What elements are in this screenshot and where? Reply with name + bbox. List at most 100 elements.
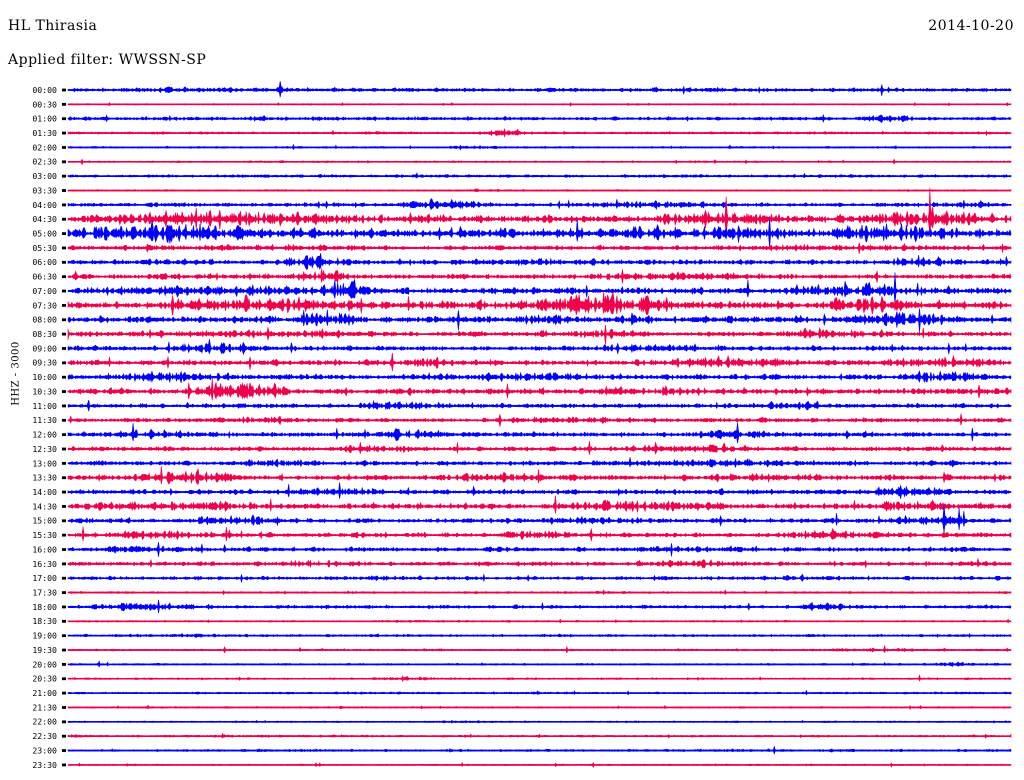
time-axis-tick <box>62 404 66 408</box>
time-axis-tick <box>62 289 66 293</box>
time-axis-tick <box>62 663 66 666</box>
time-axis-tick <box>62 576 66 580</box>
time-axis-label: 09:30 <box>32 358 57 368</box>
seismogram-trace <box>67 457 1012 469</box>
time-axis-tick <box>62 260 66 264</box>
time-axis-label: 11:30 <box>32 415 57 425</box>
time-axis-label: 15:30 <box>32 530 57 540</box>
time-axis-tick <box>62 160 66 164</box>
time-axis-label: 23:30 <box>32 760 57 770</box>
time-axis-tick <box>62 189 66 192</box>
time-axis-tick <box>62 275 66 279</box>
time-axis-tick <box>62 720 66 724</box>
time-axis-label: 14:30 <box>32 501 57 511</box>
time-axis-tick <box>62 318 66 322</box>
seismogram-trace <box>67 352 1012 372</box>
time-axis-label: 16:00 <box>32 544 57 554</box>
time-axis-tick <box>62 605 66 609</box>
time-axis-tick <box>62 734 66 738</box>
time-axis-label: 13:00 <box>32 458 57 468</box>
time-axis-tick <box>62 131 66 135</box>
time-axis-tick <box>62 217 66 221</box>
time-axis-tick <box>62 619 66 623</box>
time-axis-tick <box>62 375 66 379</box>
time-axis-tick <box>62 706 66 709</box>
time-axis-tick <box>62 88 66 92</box>
seismogram-trace <box>67 253 1012 270</box>
time-axis-label: 14:00 <box>32 487 57 497</box>
time-axis-tick <box>62 519 66 523</box>
time-axis-label: 22:30 <box>32 731 57 741</box>
time-axis-label: 18:00 <box>32 602 57 612</box>
time-axis-label: 03:30 <box>32 185 57 195</box>
time-axis-label: 18:30 <box>32 616 57 626</box>
time-axis-tick <box>62 677 66 681</box>
seismogram-trace <box>67 526 1012 542</box>
time-axis-label: 11:00 <box>32 401 57 411</box>
time-axis-label: 02:30 <box>32 157 57 167</box>
time-axis-tick <box>62 347 66 350</box>
time-axis-label: 06:00 <box>32 257 57 267</box>
time-axis-label: 10:00 <box>32 372 57 382</box>
time-axis-tick <box>62 390 66 393</box>
time-axis-label: 23:00 <box>32 745 57 755</box>
time-axis-tick <box>62 648 66 652</box>
time-axis-label: 08:00 <box>32 315 57 325</box>
time-axis-label: 15:00 <box>32 516 57 526</box>
time-axis-tick <box>62 749 66 752</box>
seismogram-trace <box>67 339 1012 356</box>
time-axis-label: 04:00 <box>32 200 57 210</box>
time-axis-label: 04:30 <box>32 214 57 224</box>
time-axis-tick <box>62 232 66 235</box>
time-axis-tick <box>62 102 66 106</box>
station-title: HL Thirasia <box>8 18 98 34</box>
record-date: 2014-10-20 <box>928 18 1014 34</box>
time-axis-label: 00:30 <box>32 99 57 109</box>
time-axis-label: 06:30 <box>32 272 57 282</box>
seismogram-trace <box>67 268 1012 284</box>
time-axis-label: 07:30 <box>32 300 57 310</box>
time-axis-tick <box>62 533 66 537</box>
time-axis-label: 09:00 <box>32 343 57 353</box>
seismogram-trace-plot: 00:00 00:30 01:00 01:30 02:00 02:30 03:00 03:30… <box>0 76 1024 776</box>
time-axis-tick <box>62 304 66 307</box>
time-axis-label: 20:00 <box>32 659 57 669</box>
time-axis-tick <box>62 447 66 451</box>
time-axis-tick <box>62 691 66 695</box>
time-axis-label: 19:00 <box>32 631 57 641</box>
time-axis-tick <box>62 203 66 207</box>
time-axis-tick <box>62 246 66 250</box>
time-axis-label: 05:00 <box>32 229 57 239</box>
time-axis-tick <box>62 763 66 767</box>
seismogram-trace <box>67 482 1012 499</box>
time-axis-label: 17:00 <box>32 573 57 583</box>
time-axis-tick <box>62 505 66 508</box>
time-axis-label: 01:00 <box>32 114 57 124</box>
time-axis-label: 02:00 <box>32 142 57 152</box>
seismogram-trace <box>67 422 1012 444</box>
time-axis-label: 01:30 <box>32 128 57 138</box>
time-axis-label: 00:00 <box>32 85 57 95</box>
time-axis-label: 21:00 <box>32 688 57 698</box>
time-axis-tick <box>62 146 66 149</box>
seismogram-trace <box>67 378 1012 401</box>
time-axis-tick <box>62 634 66 638</box>
seismogram-trace <box>67 291 1012 316</box>
time-axis-label: 12:30 <box>32 444 57 454</box>
seismogram-trace <box>67 495 1012 514</box>
time-axis-label: 19:30 <box>32 645 57 655</box>
time-axis-label: 12:00 <box>32 430 57 440</box>
seismogram-svg: 00:00 00:30 01:00 01:30 02:00 02:30 03:00 03:30… <box>32 81 1012 770</box>
seismogram-trace <box>67 187 1012 237</box>
time-axis-tick <box>62 461 66 465</box>
time-axis-tick <box>62 117 66 121</box>
time-axis-tick <box>62 490 66 494</box>
time-axis-label: 10:30 <box>32 386 57 396</box>
time-axis-tick <box>62 361 66 365</box>
time-axis-label: 16:30 <box>32 559 57 569</box>
time-axis-label: 17:30 <box>32 588 57 598</box>
seismogram-trace <box>67 441 1012 455</box>
time-axis-label: 22:00 <box>32 717 57 727</box>
time-axis-label: 05:30 <box>32 243 57 253</box>
time-axis-tick <box>62 332 66 336</box>
